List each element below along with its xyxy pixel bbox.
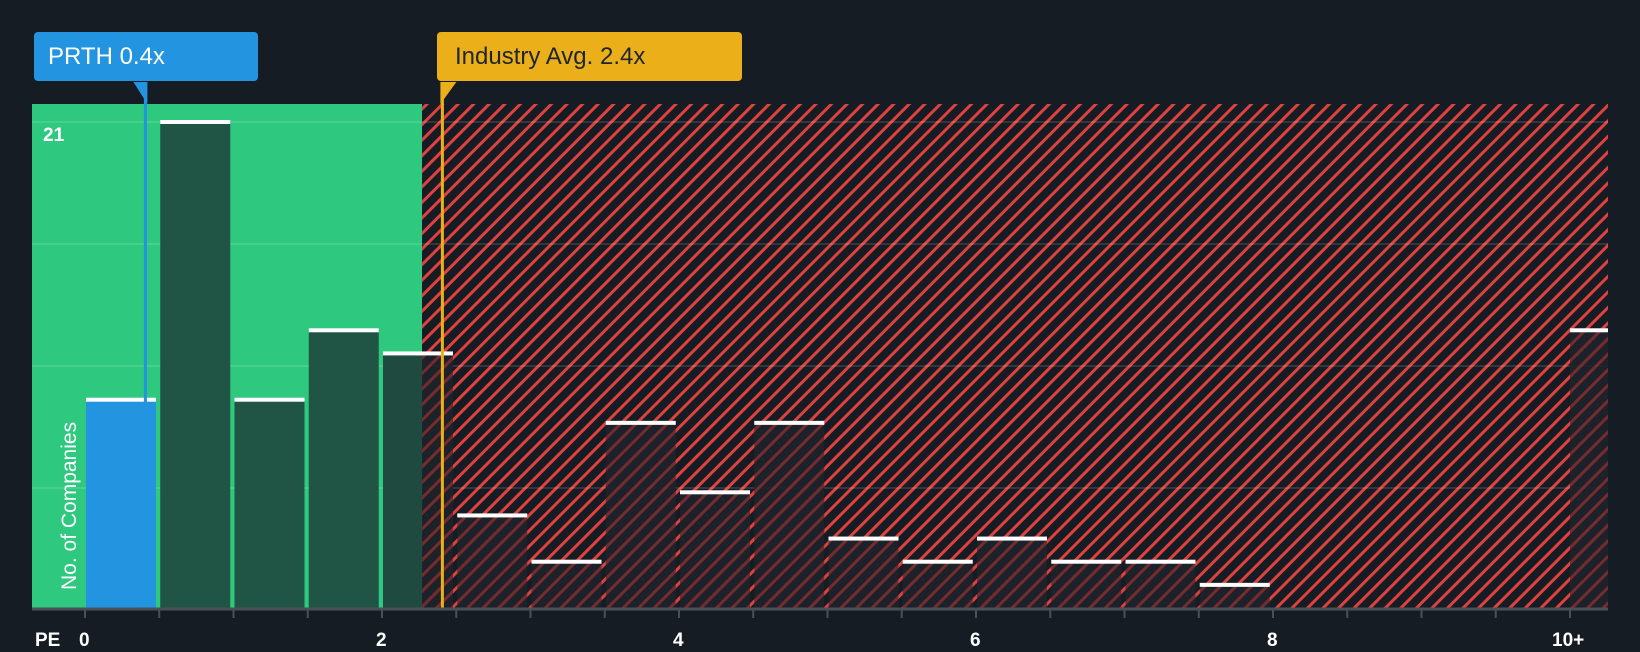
- company-callout-pointer: [133, 82, 148, 104]
- histogram-bar: [234, 399, 305, 608]
- x-axis: [32, 607, 1608, 618]
- y-axis-top-tick: 21: [43, 125, 65, 146]
- histogram-bar: [308, 330, 379, 608]
- histogram-bar: [754, 422, 825, 608]
- x-tick-label: 10+: [1552, 630, 1585, 651]
- x-tick-label: 8: [1267, 630, 1278, 651]
- bar-cap: [86, 397, 156, 402]
- x-tick-label: 0: [79, 630, 90, 651]
- histogram-bar: [605, 422, 676, 608]
- bar-cap: [977, 536, 1047, 541]
- bar-cap: [754, 420, 825, 425]
- bar-cap: [605, 420, 676, 425]
- company-pe-callout: PRTH 0.4x: [34, 32, 258, 81]
- histogram-bar: [1125, 561, 1196, 608]
- bar-cap: [160, 120, 231, 124]
- histogram-bar: [531, 561, 602, 608]
- industry-avg-callout: Industry Avg. 2.4x: [437, 32, 742, 81]
- histogram-bar: [1570, 330, 1608, 608]
- x-axis-prefix: PE: [35, 630, 61, 651]
- bar-cap: [1199, 582, 1270, 587]
- histogram-bar: [902, 561, 973, 608]
- bar-cap: [308, 328, 379, 333]
- bar-cap: [680, 490, 750, 495]
- bar-cap: [828, 536, 899, 541]
- bar-cap: [531, 559, 602, 564]
- industry-avg-label: Industry Avg. 2.4x: [455, 43, 646, 70]
- histogram-bar: [828, 538, 899, 608]
- histogram-bar: [457, 515, 528, 608]
- bar-cap: [1570, 328, 1608, 333]
- marker-lines: [133, 82, 457, 608]
- y-axis-label: No. of Companies: [58, 421, 81, 590]
- x-tick-label: 4: [673, 630, 684, 651]
- bar-cap: [1125, 559, 1196, 564]
- bar-cap: [457, 513, 528, 518]
- bar-cap: [234, 397, 305, 402]
- histogram-bar: [160, 122, 231, 608]
- histogram-bar-green-part: [383, 353, 423, 608]
- bar-cap: [383, 351, 453, 356]
- bar-cap: [1051, 559, 1122, 564]
- overvalued-zone: [422, 104, 1609, 608]
- x-tick-label: 2: [376, 630, 387, 651]
- histogram-bar: [1051, 561, 1122, 608]
- company-pe-label: PRTH 0.4x: [48, 43, 165, 70]
- x-tick-label: 6: [970, 630, 981, 651]
- industry-callout-pointer: [440, 82, 457, 104]
- histogram-bar: [680, 492, 750, 608]
- histogram-bar: [1199, 584, 1270, 608]
- bar-cap: [902, 559, 973, 564]
- histogram-bar: [977, 538, 1047, 608]
